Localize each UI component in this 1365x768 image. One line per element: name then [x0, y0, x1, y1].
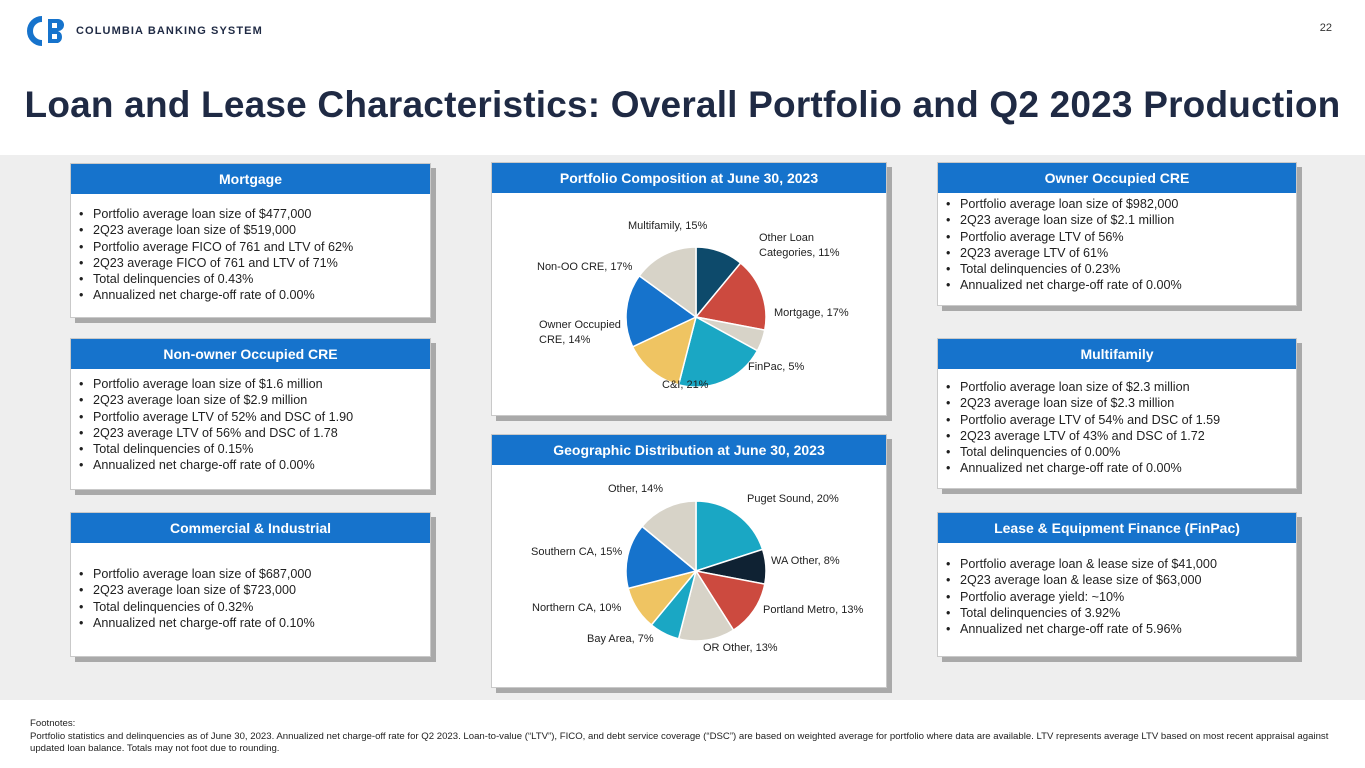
bullet-item: Portfolio average LTV of 54% and DSC of … [946, 412, 1296, 429]
footnotes-heading: Footnotes: [30, 718, 76, 729]
pie-label-non-oo-cre: Non-OO CRE, 17% [537, 261, 633, 273]
commercial-bullets: Portfolio average loan size of $687,0002… [71, 566, 430, 631]
bullet-item: Annualized net charge-off rate of 5.96% [946, 621, 1296, 638]
non-owner-cre-bullets: Portfolio average loan size of $1.6 mill… [71, 376, 430, 474]
page-title: Loan and Lease Characteristics: Overall … [24, 84, 1341, 125]
bullet-item: Portfolio average loan & lease size of $… [946, 556, 1296, 573]
geographic-distribution-card: Geographic Distribution at June 30, 2023… [491, 434, 887, 688]
bullet-item: Portfolio average loan size of $687,000 [79, 566, 430, 583]
bullet-item: Portfolio average loan size of $2.3 mill… [946, 379, 1296, 396]
logo-text: COLUMBIA BANKING SYSTEM [76, 25, 263, 37]
bullet-item: Portfolio average loan size of $982,000 [946, 196, 1296, 213]
pie-label-owner-cre: Owner Occupied CRE, 14% [539, 319, 621, 346]
commercial-card: Commercial & Industrial Portfolio averag… [70, 512, 431, 657]
bullet-item: 2Q23 average LTV of 61% [946, 245, 1296, 262]
pie-label-or-other: OR Other, 13% [703, 642, 778, 654]
bullet-item: Portfolio average FICO of 761 and LTV of… [79, 239, 430, 256]
finpac-bullets: Portfolio average loan & lease size of $… [938, 556, 1296, 638]
pie-label-ci: C&I, 21% [662, 379, 709, 391]
bullet-item: Annualized net charge-off rate of 0.00% [946, 460, 1296, 477]
pie-slice-7 [641, 500, 697, 573]
commercial-heading: Commercial & Industrial [71, 513, 430, 543]
bullet-item: Annualized net charge-off rate of 0.00% [79, 457, 430, 474]
pie-label-portland-metro: Portland Metro, 13% [763, 604, 864, 616]
finpac-heading: Lease & Equipment Finance (FinPac) [938, 513, 1296, 543]
pie-label-northern-ca: Northern CA, 10% [532, 602, 622, 614]
pie-slice-3 [677, 569, 735, 642]
bullet-item: Total delinquencies of 0.15% [79, 441, 430, 458]
bullet-item: 2Q23 average loan size of $2.9 million [79, 392, 430, 409]
bullet-item: Portfolio average LTV of 52% and DSC of … [79, 409, 430, 426]
portfolio-composition-heading: Portfolio Composition at June 30, 2023 [492, 163, 886, 193]
geographic-distribution-heading: Geographic Distribution at June 30, 2023 [492, 435, 886, 465]
pie-label-multifamily: Multifamily, 15% [628, 220, 708, 232]
pie-slice-0 [695, 500, 764, 573]
multifamily-card: Multifamily Portfolio average loan size … [937, 338, 1297, 489]
pie-label-southern-ca: Southern CA, 15% [531, 546, 623, 558]
pie-label-finpac: FinPac, 5% [748, 361, 805, 373]
pie-slice-5 [625, 274, 698, 348]
pie-label-mortgage: Mortgage, 17% [774, 307, 849, 319]
bullet-item: Annualized net charge-off rate of 0.00% [946, 277, 1296, 294]
footnotes: Footnotes: Portfolio statistics and deli… [30, 718, 1340, 756]
pie-label-puget-sound: Puget Sound, 20% [747, 493, 839, 505]
bullet-item: 2Q23 average loan size of $2.1 million [946, 212, 1296, 229]
bullet-item: Portfolio average loan size of $477,000 [79, 206, 430, 223]
bullet-item: Total delinquencies of 0.32% [79, 599, 430, 616]
pie-slice-1 [694, 262, 767, 331]
finpac-card: Lease & Equipment Finance (FinPac) Portf… [937, 512, 1297, 657]
portfolio-pie-area: Other Loan Categories, 11% Mortgage, 17%… [492, 193, 886, 413]
geographic-pie-chart [625, 500, 767, 642]
bullet-item: Portfolio average loan size of $1.6 mill… [79, 376, 430, 393]
pie-slice-6 [638, 246, 697, 319]
pie-slice-2 [694, 569, 766, 632]
geographic-pie-area: Puget Sound, 20% WA Other, 8% Portland M… [492, 465, 886, 685]
page-number: 22 [1319, 22, 1332, 34]
pie-label-other: Other, 14% [608, 483, 664, 495]
bullet-item: 2Q23 average LTV of 56% and DSC of 1.78 [79, 425, 430, 442]
mortgage-bullets: Portfolio average loan size of $477,0002… [71, 206, 430, 304]
non-owner-cre-heading: Non-owner Occupied CRE [71, 339, 430, 369]
pie-slice-4 [631, 315, 698, 386]
footnotes-text: Portfolio statistics and delinquencies a… [30, 730, 1329, 755]
bullet-item: 2Q23 average loan size of $2.3 million [946, 395, 1296, 412]
pie-slice-6 [625, 525, 698, 590]
owner-cre-card: Owner Occupied CRE Portfolio average loa… [937, 162, 1297, 306]
bullet-item: 2Q23 average loan size of $723,000 [79, 582, 430, 599]
pie-slice-3 [677, 315, 759, 388]
bullet-item: Annualized net charge-off rate of 0.00% [79, 287, 430, 304]
owner-cre-bullets: Portfolio average loan size of $982,0002… [938, 196, 1296, 294]
portfolio-composition-card: Portfolio Composition at June 30, 2023 O… [491, 162, 887, 416]
portfolio-pie-chart [625, 246, 767, 388]
owner-cre-heading: Owner Occupied CRE [938, 163, 1296, 193]
cb-logo-icon [27, 16, 64, 46]
bullet-item: Portfolio average yield: ~10% [946, 589, 1296, 606]
bullet-item: Total delinquencies of 0.23% [946, 261, 1296, 278]
pie-label-wa-other: WA Other, 8% [771, 555, 840, 567]
multifamily-heading: Multifamily [938, 339, 1296, 369]
bullet-item: 2Q23 average loan & lease size of $63,00… [946, 572, 1296, 589]
mortgage-card: Mortgage Portfolio average loan size of … [70, 163, 431, 318]
bullet-item: Total delinquencies of 0.43% [79, 271, 430, 288]
mortgage-heading: Mortgage [71, 164, 430, 194]
bullet-item: 2Q23 average FICO of 761 and LTV of 71% [79, 255, 430, 272]
non-owner-cre-card: Non-owner Occupied CRE Portfolio average… [70, 338, 431, 490]
bullet-item: Annualized net charge-off rate of 0.10% [79, 615, 430, 632]
bullet-item: Portfolio average LTV of 56% [946, 229, 1296, 246]
bullet-item: Total delinquencies of 3.92% [946, 605, 1296, 622]
bullet-item: 2Q23 average LTV of 43% and DSC of 1.72 [946, 428, 1296, 445]
bullet-item: Total delinquencies of 0.00% [946, 444, 1296, 461]
pie-label-other-loan: Other Loan Categories, 11% [759, 232, 840, 259]
brand-logo: COLUMBIA BANKING SYSTEM [26, 16, 263, 46]
pie-label-bay-area: Bay Area, 7% [587, 633, 654, 645]
multifamily-bullets: Portfolio average loan size of $2.3 mill… [938, 379, 1296, 477]
bullet-item: 2Q23 average loan size of $519,000 [79, 222, 430, 239]
